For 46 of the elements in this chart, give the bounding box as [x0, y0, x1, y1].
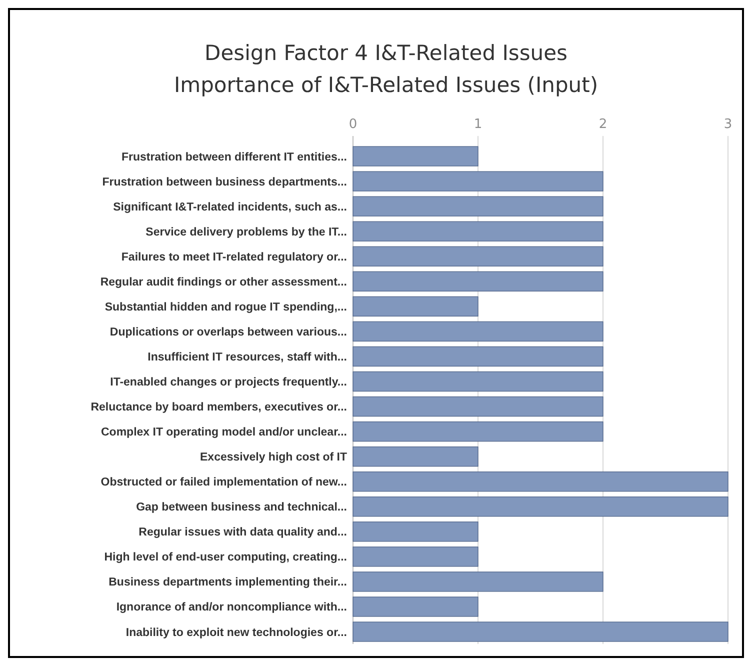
y-tick-label: Failures to meet IT-related regulatory or...	[121, 251, 347, 264]
y-tick-label: Service delivery problems by the IT...	[146, 226, 347, 238]
bar	[352, 421, 604, 442]
chart-title: Design Factor 4 I&T-Related Issues	[204, 41, 568, 65]
y-tick-label: Gap between business and technical...	[136, 502, 347, 514]
bar	[352, 321, 604, 342]
y-tick-label: Excessively high cost of IT	[200, 452, 347, 464]
y-tick-label: Obstructed or failed implementation of new...	[100, 476, 347, 489]
y-tick-label: Frustration between different IT entities...	[121, 151, 347, 164]
y-tick-label: Duplications or overlaps between various...	[110, 326, 347, 338]
bar	[352, 271, 604, 292]
bar	[352, 496, 728, 517]
y-tick-label: Substantial hidden and rogue IT spending,...	[104, 301, 347, 314]
x-tick-label: 0	[348, 117, 358, 132]
bar	[352, 371, 604, 392]
bar	[352, 572, 604, 592]
y-tick-label: Regular audit findings or other assessment...	[100, 276, 347, 288]
y-tick-label: Frustration between business departments...	[102, 176, 347, 188]
bar	[352, 346, 604, 367]
x-tick-label: 2	[598, 117, 608, 132]
y-tick-label: Insufficient IT resources, staff with...	[148, 351, 347, 364]
bar	[352, 146, 478, 166]
y-tick-label: High level of end-user computing, creating...	[104, 552, 347, 564]
bar	[352, 296, 478, 316]
bar	[352, 446, 478, 467]
y-tick-label: Reluctance by board members, executives or...	[90, 402, 347, 414]
y-tick-label: Significant I&T-related incidents, such as...	[113, 201, 347, 214]
bar	[352, 622, 728, 642]
bar	[352, 221, 604, 242]
bar	[352, 546, 478, 567]
bar	[352, 596, 478, 617]
bar	[352, 396, 604, 417]
y-tick-label: Ignorance of and/or noncompliance with...	[116, 602, 347, 614]
bar	[352, 171, 604, 192]
bar	[352, 522, 478, 542]
chart-subtitle: Importance of I&T-Related Issues (Input)	[174, 73, 598, 97]
x-tick-label: 1	[474, 117, 482, 132]
x-tick-label: 3	[724, 117, 732, 132]
bar	[352, 246, 604, 266]
y-tick-label: IT-enabled changes or projects frequently...	[110, 376, 347, 389]
bar	[352, 472, 728, 492]
y-tick-label: Regular issues with data quality and...	[138, 526, 347, 539]
bar	[352, 196, 604, 216]
y-tick-label: Inability to exploit new technologies or...	[126, 626, 347, 639]
y-tick-label: Complex IT operating model and/or unclear...	[100, 426, 347, 439]
y-tick-label: Business departments implementing their...	[108, 576, 347, 589]
